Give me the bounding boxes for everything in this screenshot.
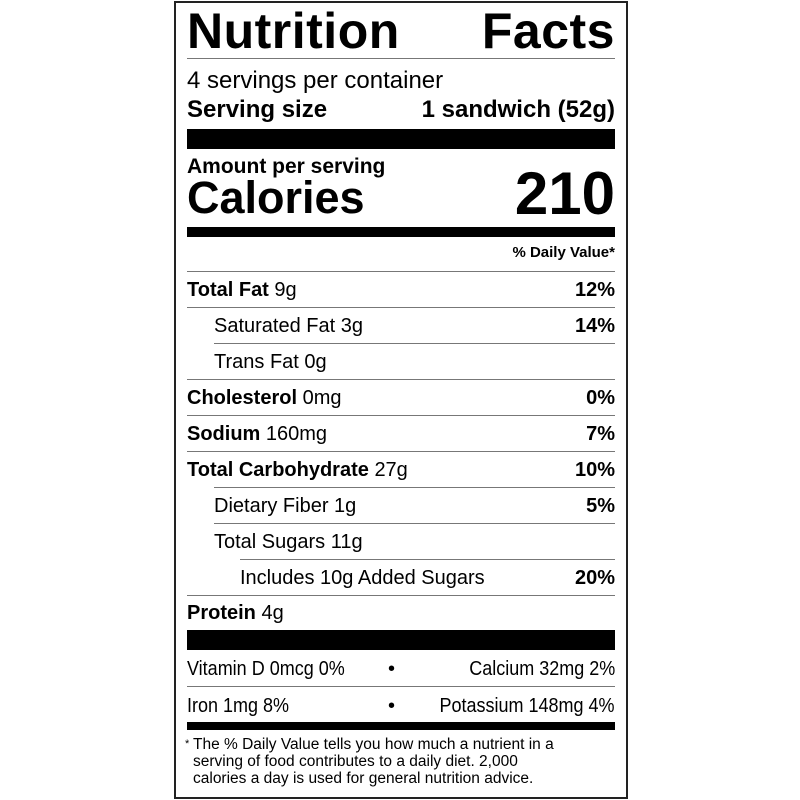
nutrient-row-total-fat: Total Fat 9g 12% (187, 272, 615, 308)
thick-divider (187, 129, 615, 149)
nutrient-dv: 20% (574, 567, 615, 589)
nutrient-name: Includes 10g Added Sugars (240, 567, 485, 589)
nutrient-name: Dietary Fiber (214, 495, 329, 517)
nutrient-amount: 11g (330, 531, 363, 553)
nutrient-amount: 1g (334, 495, 357, 517)
nutrient-amount: 4g (261, 602, 284, 624)
nutrient-row-trans-fat: Trans Fat 0g (214, 344, 615, 380)
bullet: • (388, 658, 396, 680)
title-nutrition: Nutrition (187, 3, 400, 59)
nutrient-amount: 9g (274, 279, 297, 301)
footnote-asterisk: * (185, 738, 190, 750)
nutrient-amount: 0g (304, 351, 327, 373)
nutrient-name: Sodium (187, 423, 261, 445)
nutrient-dv: 0% (586, 387, 615, 409)
nutrient-name: Trans Fat (214, 351, 299, 373)
divider (187, 271, 615, 272)
nutrient-dv: 14% (574, 315, 615, 337)
amount-per-serving: Amount per serving (187, 155, 386, 178)
daily-value-header: % Daily Value* (512, 244, 615, 261)
footnote-line: The % Daily Value tells you how much a n… (193, 736, 554, 753)
nutrient-row-dietary-fiber: Dietary Fiber 1g 5% (214, 488, 615, 524)
micronutrient-potassium: Potassium 148mg 4% (439, 695, 615, 717)
divider (187, 58, 615, 59)
nutrient-name: Total Sugars (214, 531, 326, 553)
nutrient-row-total-carbohydrate: Total Carbohydrate 27g 10% (187, 452, 615, 488)
title-facts: Facts (481, 3, 615, 59)
nutrition-facts-label: Nutrition Facts 4 servings per container… (174, 1, 628, 799)
nutrient-name: Protein (187, 602, 256, 624)
nutrient-dv: 5% (586, 495, 615, 517)
thick-divider (187, 630, 615, 650)
nutrient-name: Saturated Fat (214, 315, 336, 337)
nutrient-dv: 7% (586, 423, 615, 445)
nutrient-row-total-sugars: Total Sugars 11g (214, 524, 615, 560)
nutrient-amount: 0mg (302, 387, 342, 409)
servings-per-container: 4 servings per container (187, 67, 444, 94)
nutrient-amount: 3g (340, 315, 363, 337)
medium-divider (187, 722, 615, 730)
calories-value: 210 (514, 160, 615, 227)
calories-label: Calories (187, 172, 365, 223)
nutrient-row-added-sugars: Includes 10g Added Sugars 20% (240, 560, 615, 596)
micronutrient-calcium: Calcium 32mg 2% (468, 658, 615, 680)
footnote: The % Daily Value tells you how much a n… (193, 736, 554, 787)
nutrient-row-saturated-fat: Saturated Fat 3g 14% (214, 308, 615, 344)
medium-divider (187, 227, 615, 237)
nutrient-name: Cholesterol (187, 387, 298, 409)
serving-size-value: 1 sandwich (52g) (421, 96, 615, 123)
nutrient-row-sodium: Sodium 160mg 7% (187, 416, 615, 452)
nutrient-dv: 10% (574, 459, 615, 481)
nutrient-row-protein: Protein 4g (187, 595, 615, 631)
nutrient-row-cholesterol: Cholesterol 0mg 0% (187, 380, 615, 416)
micronutrient-iron: Iron 1mg 8% (187, 695, 290, 717)
nutrient-amount: 160mg (265, 423, 328, 445)
nutrient-name: Total Carbohydrate (187, 459, 369, 481)
nutrient-name: Total Fat (187, 279, 269, 301)
nutrient-dv: 12% (574, 279, 615, 301)
serving-size-label: Serving size (187, 96, 328, 123)
footnote-line: serving of food contributes to a daily d… (193, 753, 518, 770)
nutrient-amount: 27g (374, 459, 408, 481)
bullet: • (388, 695, 396, 717)
micronutrient-vitamin-d: Vitamin D 0mcg 0% (187, 658, 345, 680)
footnote-line: calories a day is used for general nutri… (193, 770, 534, 787)
